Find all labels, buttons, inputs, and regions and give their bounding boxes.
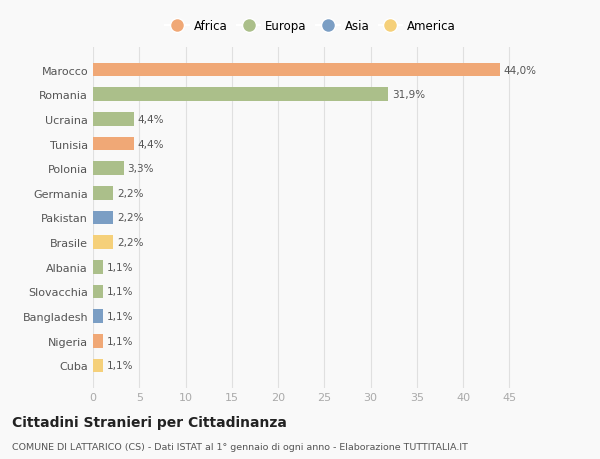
Bar xyxy=(93,113,134,126)
Text: 3,3%: 3,3% xyxy=(127,164,154,174)
Text: 1,1%: 1,1% xyxy=(107,262,133,272)
Text: 2,2%: 2,2% xyxy=(117,238,143,247)
Bar xyxy=(93,310,103,323)
Text: 4,4%: 4,4% xyxy=(137,139,164,149)
Text: 2,2%: 2,2% xyxy=(117,213,143,223)
Text: 31,9%: 31,9% xyxy=(392,90,425,100)
Text: 44,0%: 44,0% xyxy=(504,66,537,75)
Text: Cittadini Stranieri per Cittadinanza: Cittadini Stranieri per Cittadinanza xyxy=(12,415,287,429)
Text: 2,2%: 2,2% xyxy=(117,189,143,198)
Text: 1,1%: 1,1% xyxy=(107,361,133,370)
Bar xyxy=(93,260,103,274)
Text: COMUNE DI LATTARICO (CS) - Dati ISTAT al 1° gennaio di ogni anno - Elaborazione : COMUNE DI LATTARICO (CS) - Dati ISTAT al… xyxy=(12,442,468,451)
Text: 1,1%: 1,1% xyxy=(107,287,133,297)
Text: 1,1%: 1,1% xyxy=(107,312,133,321)
Bar xyxy=(93,64,500,77)
Bar xyxy=(93,162,124,176)
Bar xyxy=(93,187,113,200)
Bar xyxy=(93,88,388,102)
Bar xyxy=(93,285,103,299)
Bar xyxy=(93,211,113,225)
Legend: Africa, Europa, Asia, America: Africa, Europa, Asia, America xyxy=(162,17,459,37)
Bar xyxy=(93,359,103,372)
Text: 4,4%: 4,4% xyxy=(137,115,164,124)
Bar xyxy=(93,334,103,348)
Bar xyxy=(93,236,113,249)
Text: 1,1%: 1,1% xyxy=(107,336,133,346)
Bar xyxy=(93,137,134,151)
